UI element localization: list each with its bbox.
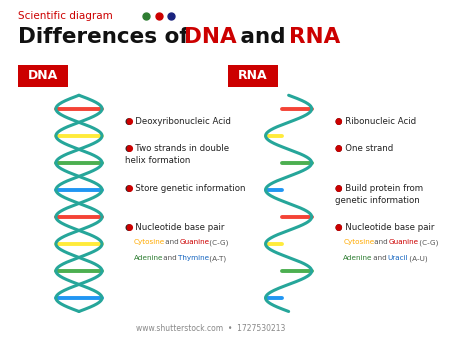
Text: ● Ribonucleic Acid: ● Ribonucleic Acid — [335, 117, 416, 126]
Text: and: and — [161, 256, 179, 262]
Text: ●: ● — [335, 144, 342, 153]
Text: (C-G): (C-G) — [417, 239, 438, 246]
Text: Scientific diagram: Scientific diagram — [18, 11, 113, 22]
Text: Cytosine: Cytosine — [343, 239, 374, 245]
Text: ● Two strands in double
helix formation: ● Two strands in double helix formation — [125, 144, 229, 165]
Text: Cytosine: Cytosine — [134, 239, 165, 245]
Text: Adenine: Adenine — [134, 256, 163, 262]
Text: ●: ● — [335, 223, 342, 232]
Text: ● One strand: ● One strand — [335, 144, 393, 153]
Text: ● Deoxyribonucleic Acid: ● Deoxyribonucleic Acid — [125, 117, 231, 126]
Text: ●: ● — [125, 223, 133, 232]
Text: ●: ● — [335, 117, 342, 126]
Text: ● Nucleotide base pair: ● Nucleotide base pair — [335, 223, 434, 232]
Text: (A-U): (A-U) — [407, 256, 427, 262]
Text: and: and — [372, 239, 390, 245]
Text: (A-T): (A-T) — [207, 256, 226, 262]
Text: DNA: DNA — [28, 69, 58, 82]
Text: Guanine: Guanine — [180, 239, 210, 245]
Text: and: and — [371, 256, 389, 262]
Text: RNA: RNA — [289, 27, 341, 47]
Text: ● Store genetic information: ● Store genetic information — [125, 184, 246, 193]
Text: (C-G): (C-G) — [207, 239, 229, 246]
Text: Uracil: Uracil — [387, 256, 408, 262]
Text: Differences of: Differences of — [18, 27, 196, 47]
Text: Adenine: Adenine — [343, 256, 373, 262]
Text: www.shutterstock.com  •  1727530213: www.shutterstock.com • 1727530213 — [136, 324, 286, 333]
Text: ● Nucleotide base pair: ● Nucleotide base pair — [125, 223, 225, 232]
FancyBboxPatch shape — [18, 65, 68, 87]
Text: ●: ● — [125, 117, 133, 126]
Text: ●: ● — [125, 144, 133, 153]
Text: and: and — [233, 27, 293, 47]
Text: Thymine: Thymine — [178, 256, 209, 262]
Text: ● Build protein from
genetic information: ● Build protein from genetic information — [335, 184, 423, 205]
Text: DNA: DNA — [184, 27, 237, 47]
Text: RNA: RNA — [238, 69, 268, 82]
Text: Guanine: Guanine — [389, 239, 419, 245]
Text: and: and — [162, 239, 180, 245]
FancyBboxPatch shape — [228, 65, 278, 87]
Text: ●: ● — [125, 184, 133, 193]
Text: ●: ● — [335, 184, 342, 193]
